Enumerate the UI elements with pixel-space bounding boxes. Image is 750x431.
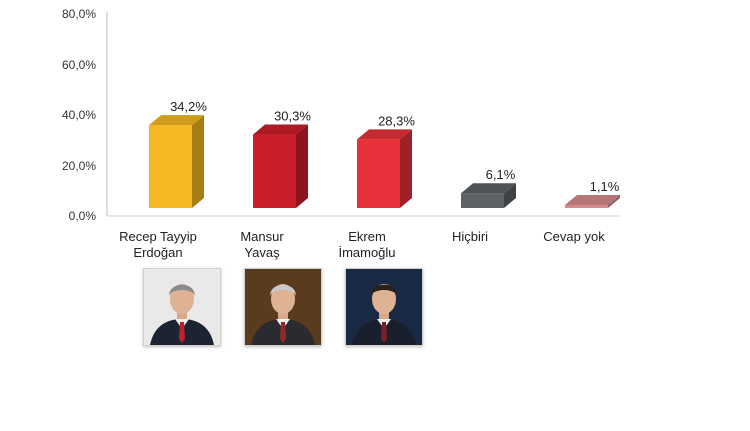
bar-front — [461, 193, 504, 208]
person-portrait — [143, 268, 221, 346]
category-label: Cevap yok — [543, 229, 605, 244]
y-tick-label: 80,0% — [62, 7, 96, 21]
y-tick-label: 0,0% — [69, 209, 97, 223]
bar-top — [149, 115, 204, 126]
y-tick-label: 60,0% — [62, 58, 96, 72]
bar-side — [192, 115, 204, 208]
bar-front — [565, 205, 608, 208]
bar-front — [357, 139, 400, 208]
category-label: Hiçbiri — [451, 229, 489, 244]
bar-side — [504, 183, 516, 208]
data-label: 6,1% — [486, 167, 516, 182]
person-portrait — [345, 268, 423, 346]
bar-top — [461, 183, 516, 194]
data-label: 28,3% — [378, 113, 415, 128]
bar — [565, 195, 620, 208]
bar-top — [565, 195, 620, 205]
category-label: Ekrem İmamoğlu — [338, 229, 396, 260]
y-tick-label: 20,0% — [62, 159, 96, 173]
bar — [253, 124, 308, 208]
category-label: Mansur Yavaş — [240, 229, 284, 260]
bar-side — [608, 195, 620, 208]
y-tick-label: 40,0% — [62, 108, 96, 122]
bar-side — [400, 129, 412, 208]
data-label: 34,2% — [170, 99, 207, 114]
person-portrait — [244, 268, 322, 346]
bar-front — [253, 134, 296, 208]
bar-side — [296, 124, 308, 208]
bar-front — [149, 125, 192, 208]
bar — [149, 115, 204, 208]
bar-top — [357, 129, 412, 140]
bar — [461, 183, 516, 208]
data-label: 30,3% — [274, 109, 311, 124]
data-label: 1,1% — [590, 179, 620, 194]
bar — [357, 129, 412, 208]
category-label: Recep Tayyip Erdoğan — [119, 229, 197, 260]
bar-top — [253, 124, 308, 135]
